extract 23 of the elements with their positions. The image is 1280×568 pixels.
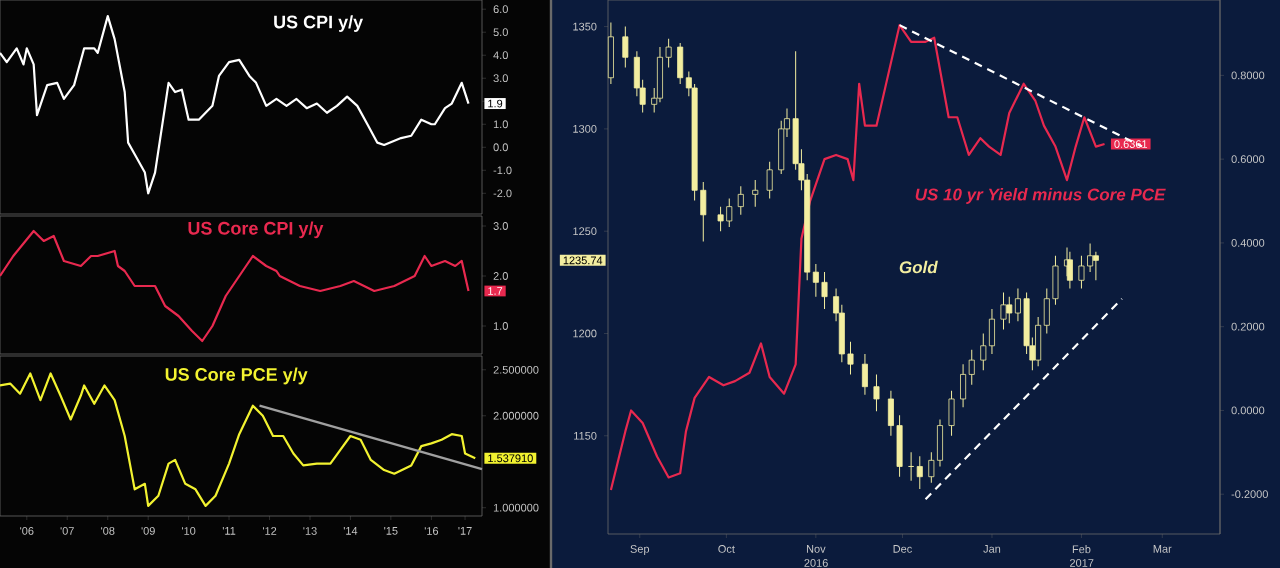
candlestick	[873, 373, 880, 412]
text: US Core PCE y/y	[165, 367, 308, 385]
series-label: US 10 yr Yield minus Core PCE	[915, 188, 1166, 204]
candlestick	[677, 42, 684, 85]
candlestick	[960, 363, 967, 408]
candlestick	[916, 455, 923, 490]
candlestick	[752, 179, 759, 208]
candlestick	[622, 26, 629, 69]
candlestick	[1000, 292, 1007, 330]
line-series	[0, 15, 470, 195]
candlestick	[737, 185, 744, 216]
candlestick	[821, 271, 828, 310]
chart-title: US Core CPI y/y	[188, 221, 324, 239]
candlestick	[1078, 255, 1085, 289]
candlestick	[1092, 251, 1099, 281]
candlestick	[607, 22, 614, 85]
candlestick	[1006, 296, 1013, 324]
text: US CPI y/y	[274, 15, 364, 32]
candlestick	[988, 308, 995, 355]
candlestick	[861, 353, 868, 396]
text: Gold	[899, 260, 938, 274]
candlestick	[766, 161, 773, 199]
candlestick	[948, 390, 955, 437]
